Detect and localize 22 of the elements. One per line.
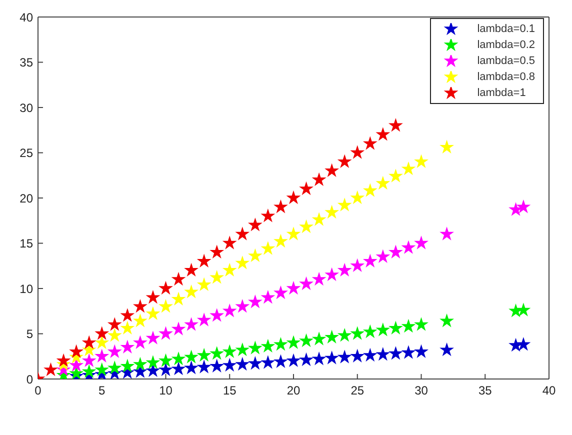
y-tick-label: 30	[20, 100, 34, 115]
x-tick-label: 15	[222, 384, 237, 398]
x-tick-label: 30	[414, 384, 428, 398]
x-tick-label: 25	[350, 384, 364, 398]
x-tick-label: 40	[542, 384, 556, 398]
legend-label: lambda=0.1	[477, 22, 535, 37]
y-tick-label: 40	[20, 10, 34, 24]
x-tick-label: 10	[159, 384, 173, 398]
x-tick-label: 35	[478, 384, 492, 398]
y-tick-label: 20	[20, 191, 34, 206]
y-tick-label: 35	[20, 56, 34, 70]
legend-label: lambda=0.2	[477, 38, 535, 53]
legend-label: lambda=1	[477, 86, 526, 101]
y-tick-label: 5	[26, 327, 34, 342]
y-tick-label: 10	[20, 282, 34, 296]
y-tick-label: 25	[20, 146, 34, 160]
y-tick-label: 0	[26, 372, 34, 386]
legend-label: lambda=0.5	[477, 54, 535, 69]
x-tick-label: 5	[98, 384, 106, 398]
x-tick-label: 20	[286, 384, 300, 398]
y-tick-label: 15	[20, 236, 34, 251]
legend-label: lambda=0.8	[477, 70, 535, 85]
